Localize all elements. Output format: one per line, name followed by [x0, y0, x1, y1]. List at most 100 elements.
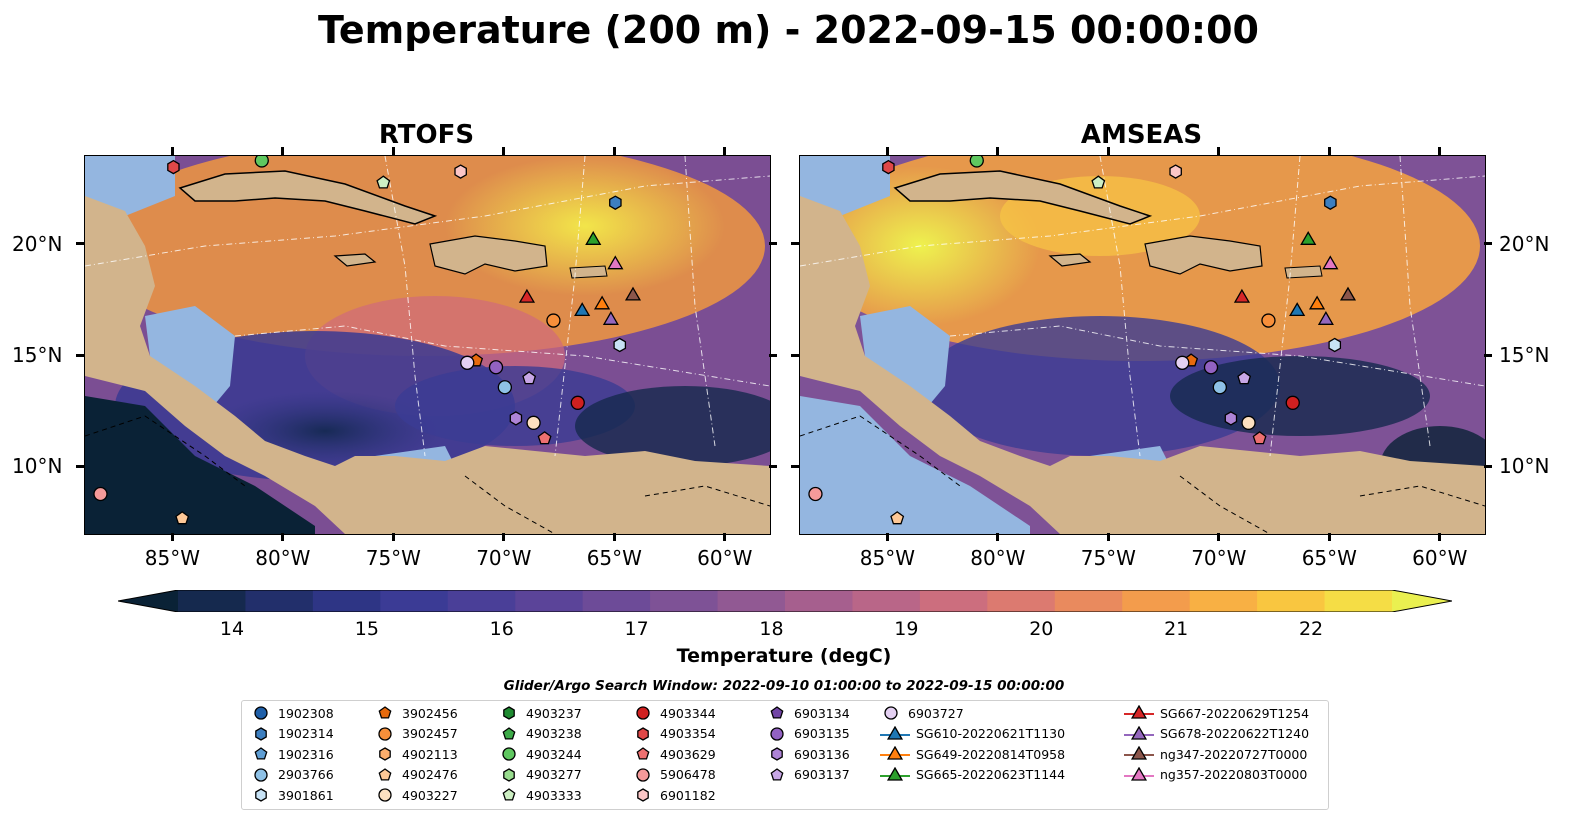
legend-marker-icon	[254, 747, 268, 760]
lon-tick-mark	[1217, 533, 1221, 541]
map-marker-2903766[interactable]	[497, 380, 512, 395]
map-marker-6903135[interactable]	[1203, 360, 1219, 375]
panel-title-amseas: AMSEAS	[1080, 120, 1203, 150]
map-marker-ng347-20220727T0000[interactable]	[1339, 286, 1357, 301]
map-panel-rtofs[interactable]	[84, 155, 771, 535]
map-marker-6903137[interactable]	[522, 371, 537, 385]
map-marker-SG678-20220622T1240[interactable]	[1317, 310, 1334, 325]
legend-item: 3902457	[374, 726, 458, 742]
lon-tick-mark	[1438, 533, 1442, 541]
legend-marker-icon	[502, 788, 516, 801]
lat-tick-mark	[769, 242, 777, 246]
map-marker-4902476[interactable]	[890, 511, 905, 525]
map-marker-ng347-20220727T0000[interactable]	[624, 286, 642, 301]
lon-tick-mark	[1106, 533, 1110, 541]
map-marker-6901182[interactable]	[454, 164, 467, 179]
map-marker-SG667-20220629T1254[interactable]	[1233, 288, 1251, 303]
colorbar-segment	[785, 590, 853, 612]
map-marker-2903766[interactable]	[1212, 380, 1227, 395]
legend-marker-icon	[254, 767, 268, 782]
map-marker-SG667-20220629T1254[interactable]	[518, 288, 536, 303]
map-marker-4903333[interactable]	[376, 175, 391, 189]
legend-label: 3902456	[402, 705, 458, 721]
map-marker-4903227[interactable]	[1241, 415, 1256, 430]
lat-tick-mark	[1484, 464, 1492, 468]
lon-tick-mark	[170, 533, 174, 541]
lon-tick-mark	[170, 147, 174, 155]
map-marker-1902314[interactable]	[1324, 195, 1337, 210]
map-marker-4903354[interactable]	[167, 159, 180, 175]
legend-marker-icon	[770, 706, 784, 719]
map-marker-6903137[interactable]	[1237, 371, 1252, 385]
map-marker-SG610-20220621T1130[interactable]	[1289, 302, 1306, 317]
legend-marker-icon	[1124, 766, 1154, 781]
map-panel-amseas[interactable]	[799, 155, 1486, 535]
colorbar-segment	[650, 590, 719, 612]
legend-label: 4903238	[526, 726, 582, 741]
legend-label: 4903629	[660, 746, 716, 762]
map-marker-5906478[interactable]	[93, 486, 108, 502]
legend-marker-icon	[378, 788, 392, 802]
legend-marker-icon	[378, 706, 392, 719]
legend-item: 4903237	[498, 705, 582, 721]
lat-tick-mark	[791, 353, 799, 357]
map-marker-6901182[interactable]	[1169, 164, 1182, 179]
map-marker-4903244[interactable]	[969, 156, 984, 168]
map-marker-SG665-20220623T1144[interactable]	[1300, 231, 1317, 245]
map-marker-6903136[interactable]	[1224, 411, 1238, 426]
map-marker-3901861[interactable]	[1328, 337, 1342, 353]
map-marker-3902457[interactable]	[546, 313, 561, 328]
map-marker-4903629[interactable]	[1252, 431, 1267, 445]
map-marker-SG610-20220621T1130[interactable]	[574, 302, 591, 317]
map-marker-ng357-20220803T0000[interactable]	[607, 255, 624, 270]
legend-item: 6901182	[632, 787, 716, 803]
map-marker-6903135[interactable]	[488, 360, 504, 375]
map-marker-ng357-20220803T0000[interactable]	[1322, 255, 1339, 270]
legend-label: SG678-20220622T1240	[1160, 726, 1310, 741]
lat-tick-mark	[76, 353, 84, 357]
colorbar-segment	[1054, 590, 1123, 612]
legend-marker-icon	[254, 706, 268, 720]
lon-tick-label: 65°W	[1301, 546, 1357, 570]
map-marker-6903727[interactable]	[460, 355, 475, 370]
colorbar-segment	[178, 590, 246, 612]
legend-label: 3901861	[278, 787, 334, 803]
legend-item: 6903135	[766, 726, 850, 742]
map-marker-SG649-20220814T0958[interactable]	[593, 295, 611, 310]
map-marker-SG649-20220814T0958[interactable]	[1308, 295, 1326, 310]
lon-tick-mark	[1438, 147, 1442, 155]
map-marker-4903344[interactable]	[1285, 395, 1300, 410]
panel-title-rtofs: RTOFS	[378, 120, 475, 150]
map-marker-4903333[interactable]	[1091, 175, 1106, 189]
colorbar-tick-label: 19	[894, 618, 919, 640]
map-marker-5906478[interactable]	[808, 486, 823, 502]
legend-label: 6901182	[660, 787, 716, 803]
lon-tick-mark	[612, 533, 616, 541]
lon-tick-label: 60°W	[697, 546, 753, 570]
legend-item: ng347-20220727T0000	[1124, 746, 1307, 762]
map-marker-6903727[interactable]	[1175, 355, 1190, 370]
map-marker-3902457[interactable]	[1261, 313, 1276, 328]
map-marker-4903354[interactable]	[882, 159, 895, 175]
lon-tick-label: 75°W	[365, 546, 421, 570]
colorbar-extend-low	[118, 590, 178, 612]
lat-tick-mark	[76, 242, 84, 246]
lon-tick-mark	[1327, 147, 1331, 155]
lat-tick-mark	[769, 464, 777, 468]
colorbar-segment	[987, 590, 1056, 612]
map-marker-6903136[interactable]	[509, 411, 523, 426]
legend-item: 4903629	[632, 746, 716, 762]
map-marker-3901861[interactable]	[613, 337, 627, 353]
colorbar-segment	[447, 590, 516, 612]
map-marker-4902476[interactable]	[175, 511, 190, 525]
map-marker-4903344[interactable]	[570, 395, 585, 410]
legend-label: 4903333	[526, 787, 582, 803]
legend-label: 4903344	[660, 705, 716, 721]
legend-item: 3902456	[374, 705, 458, 721]
map-marker-SG678-20220622T1240[interactable]	[602, 310, 619, 325]
map-marker-SG665-20220623T1144[interactable]	[585, 231, 602, 245]
map-marker-1902314[interactable]	[609, 195, 622, 210]
map-marker-4903227[interactable]	[526, 415, 541, 430]
map-marker-4903244[interactable]	[254, 156, 269, 168]
map-marker-4903629[interactable]	[537, 431, 552, 445]
